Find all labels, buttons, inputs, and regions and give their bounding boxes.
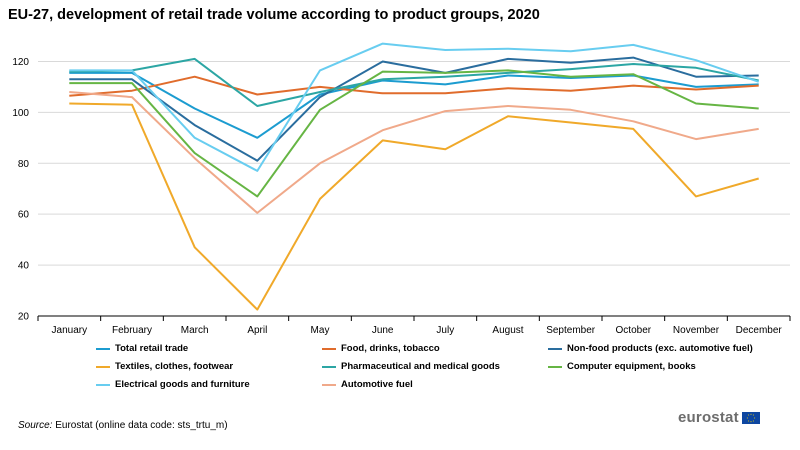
y-tick-label: 80 [18, 159, 30, 170]
eurostat-logo: eurostat [678, 409, 760, 426]
x-tick-label: March [181, 325, 209, 336]
legend-item: Total retail trade [96, 343, 322, 354]
legend-swatch [96, 383, 110, 386]
logo-text: eurostat [678, 409, 739, 426]
series-line-1 [69, 71, 759, 139]
legend-swatch [322, 383, 336, 386]
x-tick-label: February [112, 325, 152, 336]
legend-swatch [96, 365, 110, 368]
legend-swatch [548, 365, 562, 368]
legend-item: Electrical goods and furniture [96, 379, 322, 390]
x-tick-label: September [546, 325, 596, 336]
legend-item: Non-food products (exc. automotive fuel) [548, 343, 786, 354]
x-tick-label: November [673, 325, 720, 336]
eu-flag-icon [741, 411, 760, 424]
legend-label: Automotive fuel [341, 379, 413, 390]
x-tick-label: August [492, 325, 523, 336]
x-tick-label: June [372, 325, 394, 336]
line-chart: 20 40 60 80 100 120 January February March April… [12, 42, 791, 336]
x-axis: January February March April May June July Augu… [37, 315, 791, 336]
series-line-5 [69, 57, 759, 107]
x-tick-label: July [436, 325, 454, 336]
series-line-2 [69, 75, 759, 97]
legend-label: Total retail trade [115, 343, 189, 354]
x-tick-label: April [247, 325, 267, 336]
series-lines [69, 42, 760, 311]
legend-label: Computer equipment, books [567, 361, 696, 372]
legend-label: Textiles, clothes, footwear [115, 361, 234, 372]
source-note: Source: Eurostat (online data code: sts_… [18, 420, 228, 431]
series-line-8 [69, 91, 759, 214]
legend-label: Food, drinks, tobacco [341, 343, 440, 354]
y-tick-label: 40 [18, 261, 30, 272]
legend-item: Computer equipment, books [548, 361, 786, 372]
series-line-3 [69, 56, 759, 162]
x-tick-label: May [311, 325, 330, 336]
x-tick-label: October [616, 325, 652, 336]
legend-item: Automotive fuel [322, 379, 548, 390]
y-tick-label: 60 [18, 210, 30, 221]
legend-item: Textiles, clothes, footwear [96, 361, 322, 372]
legend-label: Non-food products (exc. automotive fuel) [567, 343, 753, 354]
legend: Total retail trade Food, drinks, tobacco N… [96, 343, 786, 390]
x-tick-label: January [52, 325, 88, 336]
legend-label: Pharmaceutical and medical goods [341, 361, 500, 372]
series-line-7 [69, 42, 760, 172]
legend-item: Food, drinks, tobacco [322, 343, 548, 354]
chart-title: EU-27, development of retail trade volum… [8, 7, 540, 23]
source-label: Source: [18, 420, 53, 431]
y-tick-label: 120 [12, 57, 29, 68]
legend-swatch [322, 365, 336, 368]
y-tick-label: 100 [12, 108, 29, 119]
source-text: Eurostat (online data code: sts_trtu_m) [55, 420, 228, 431]
legend-swatch [548, 347, 562, 350]
legend-item: Pharmaceutical and medical goods [322, 361, 548, 372]
x-tick-label: December [736, 325, 783, 336]
legend-swatch [96, 347, 110, 350]
y-axis-ticks: 20 40 60 80 100 120 [12, 57, 29, 323]
legend-swatch [322, 347, 336, 350]
series-line-6 [69, 69, 759, 198]
y-tick-label: 20 [18, 312, 30, 323]
series-line-4 [69, 102, 759, 311]
legend-label: Electrical goods and furniture [115, 379, 250, 390]
